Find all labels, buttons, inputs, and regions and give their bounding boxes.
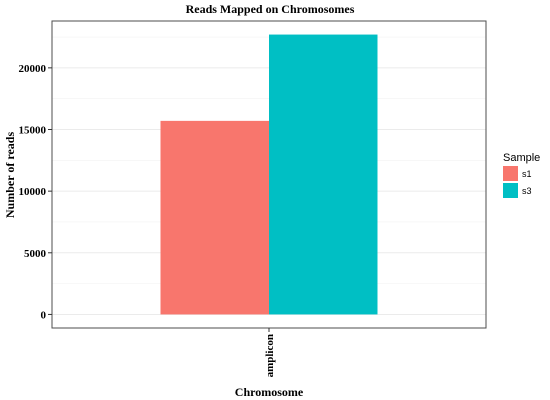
legend-key-s3	[503, 183, 518, 198]
y-tick-label: 0	[41, 309, 47, 321]
y-axis-title: Number of reads	[3, 132, 17, 219]
chart-title: Reads Mapped on Chromosomes	[186, 2, 355, 16]
bars	[160, 34, 378, 315]
legend-title: Sample	[503, 152, 540, 164]
plot-panel	[51, 20, 487, 329]
legend-label-s3: s3	[522, 186, 532, 196]
x-axis-title: Chromosome	[235, 385, 304, 399]
bar-s3	[269, 34, 378, 315]
y-tick-label: 5000	[24, 248, 47, 260]
legend: Sample s1 s3	[503, 152, 540, 198]
bar-s1	[160, 120, 269, 315]
legend-label-s1: s1	[522, 169, 532, 179]
y-tick-label: 20000	[19, 63, 47, 75]
x-tick-label: amplicon	[264, 334, 276, 377]
y-axis: 0 5000 10000 15000 20000	[19, 63, 52, 321]
y-tick-label: 10000	[19, 186, 47, 198]
x-axis: amplicon	[264, 328, 276, 377]
y-tick-label: 15000	[19, 124, 47, 136]
legend-key-s1	[503, 166, 518, 181]
